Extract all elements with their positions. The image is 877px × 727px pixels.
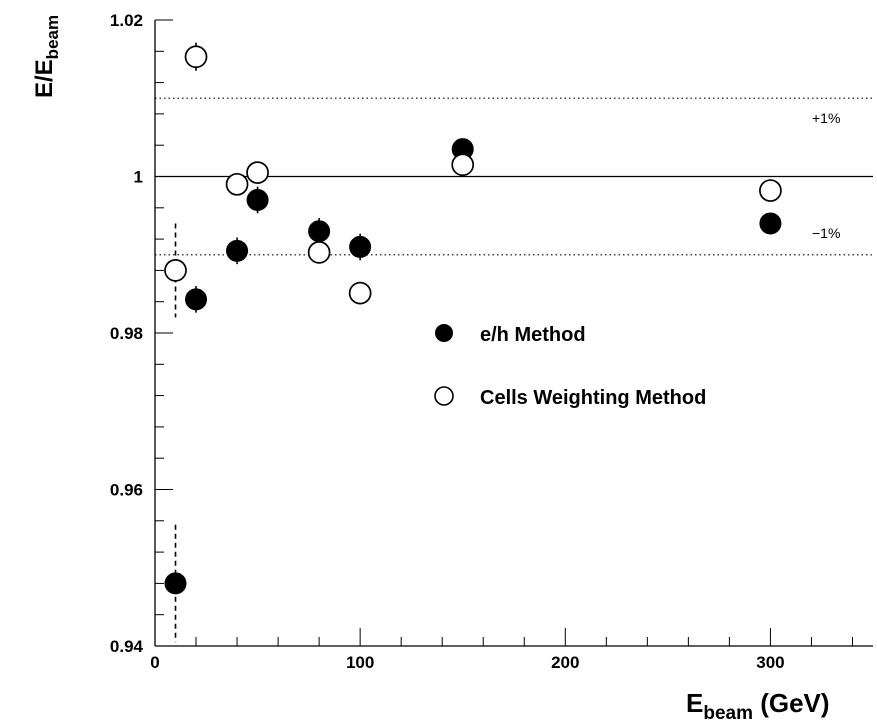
y-tick-label-1: 0.96 <box>110 481 143 500</box>
eh-method-point-3 <box>246 188 269 211</box>
y-axis-ticks <box>155 19 173 647</box>
legend-label-cells-weighting: Cells Weighting Method <box>480 387 706 409</box>
cells-weighting-point-5 <box>348 281 372 305</box>
eh-method-point-1 <box>185 288 208 311</box>
x-axis-title-sub: beam <box>703 703 753 724</box>
y-axis-title: E/Ebeam <box>31 15 62 98</box>
cells-weighting-point-4 <box>307 241 331 264</box>
y-tick-label-4: 1.02 <box>110 11 143 30</box>
reference-lines <box>155 97 873 256</box>
eh-method-point-4 <box>308 220 331 243</box>
legend-marker-cells-weighting <box>434 386 454 406</box>
cells-weighting-point-2 <box>225 172 249 196</box>
eh-method-point-2 <box>226 239 249 262</box>
eh-method-point-7 <box>759 212 782 235</box>
cells-weighting-point-0 <box>164 259 187 282</box>
x-tick-label-2: 200 <box>551 653 579 672</box>
ref-label-minus-1pct: −1% <box>812 225 840 241</box>
cells-weighting-point-1 <box>184 45 208 69</box>
eh-method-point-5 <box>349 235 372 258</box>
x-tick-label-3: 300 <box>756 653 784 672</box>
x-axis-title: Ebeam (GeV) <box>686 688 830 724</box>
y-axis-tick-labels: 0.94 0.96 0.98 1 1.02 <box>110 11 144 656</box>
y-tick-label-2: 0.98 <box>110 324 143 343</box>
y-tick-label-3: 1 <box>134 168 143 187</box>
eh-method-point-0 <box>164 572 187 595</box>
x-axis-title-main: E <box>686 688 703 718</box>
y-axis-title-main: E/E <box>31 59 58 98</box>
x-tick-label-1: 100 <box>346 653 374 672</box>
x-tick-label-0: 0 <box>150 653 159 672</box>
x-axis-ticks <box>154 628 853 646</box>
legend-marker-eh-method <box>435 324 453 342</box>
legend: e/h Method Cells Weighting Method <box>434 324 706 409</box>
legend-label-eh-method: e/h Method <box>480 324 586 346</box>
x-axis-title-unit: (GeV) <box>753 688 830 718</box>
cells-weighting-point-3 <box>246 161 269 184</box>
cells-weighting-point-6 <box>451 153 475 177</box>
data-points <box>164 45 782 595</box>
y-tick-label-0: 0.94 <box>110 637 144 656</box>
x-axis-tick-labels: 0 100 200 300 <box>150 653 784 672</box>
cells-weighting-point-7 <box>759 179 782 202</box>
y-axis-title-sub: beam <box>43 15 62 59</box>
error-bars <box>174 42 772 643</box>
ref-label-plus-1pct: +1% <box>812 110 840 126</box>
